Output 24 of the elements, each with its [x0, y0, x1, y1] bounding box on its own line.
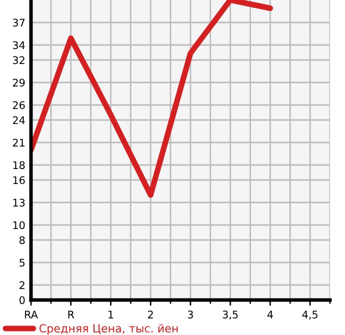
y-tick-label: 29: [12, 78, 25, 87]
y-tick-label: 2: [20, 281, 24, 289]
y-tick-label: 8: [20, 236, 25, 244]
y-tick-label: 16: [13, 176, 25, 184]
x-tick-label: R: [68, 310, 74, 318]
y-tick-label: 5: [20, 258, 25, 267]
y-tick-label: 34: [12, 41, 25, 50]
y-tick-label: 26: [12, 101, 25, 110]
y-tick-label: 10: [13, 221, 25, 230]
x-tick-label: 2: [148, 310, 153, 318]
y-tick-label: 13: [13, 198, 25, 207]
y-tick-label: 18: [13, 161, 25, 170]
x-tick-label: 3,5: [222, 310, 238, 320]
x-tick-label: 4: [267, 310, 273, 318]
x-tick-label: 1: [108, 310, 114, 318]
x-tick-label: 4,5: [302, 310, 318, 320]
y-tick-label: 24: [12, 116, 25, 124]
y-tick-label: 32: [12, 56, 24, 64]
y-tick-label: 21: [12, 138, 24, 146]
x-tick-label: RA: [25, 310, 38, 318]
x-tick-label: 3: [188, 310, 193, 318]
y-tick-label: 0: [20, 296, 25, 304]
legend-label: Средняя Цена, тыс. йен: [40, 324, 178, 335]
y-tick-label: 37: [12, 18, 25, 27]
